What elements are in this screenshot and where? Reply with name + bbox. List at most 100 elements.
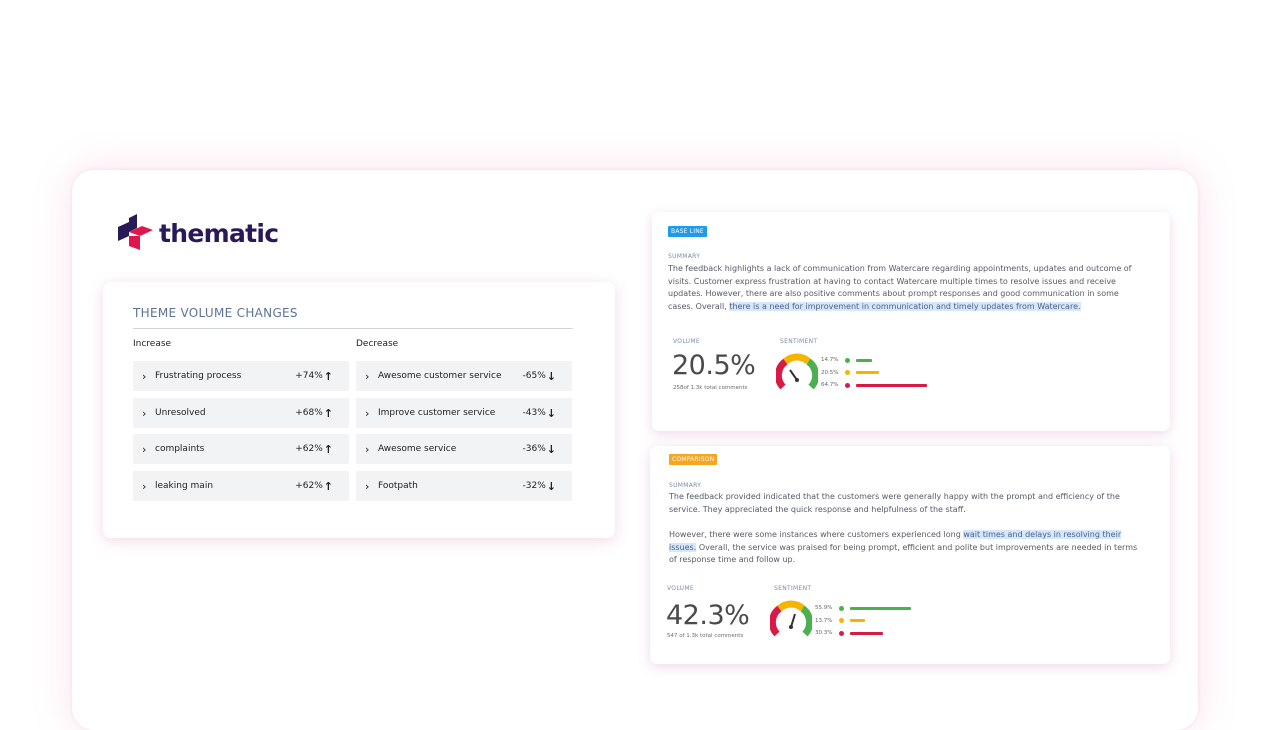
sentiment-breakdown: 14.7% 20.5% 64.7% [821, 354, 927, 392]
arrow-down-icon: ↓ [546, 442, 556, 456]
arrow-up-icon: ↑ [323, 406, 333, 420]
negative-dot [845, 382, 850, 388]
summary-text: The feedback highlights a lack of commun… [668, 264, 1132, 311]
chevron-right-icon: › [142, 442, 147, 456]
thematic-logo: thematic [118, 214, 279, 252]
change-value: -65% [522, 371, 546, 381]
sentiment-neutral: 20.5% [821, 367, 927, 380]
comparison-summary-p1: The feedback provided indicated that the… [669, 492, 1120, 514]
summary-text: Overall, the service was praised for bei… [669, 542, 1138, 565]
theme-label: Improve customer service [378, 408, 496, 418]
chevron-right-icon: › [365, 479, 370, 493]
sentiment-positive: 14.7% [821, 354, 927, 367]
increase-theme-row[interactable]: › Unresolved +68% ↑ [133, 398, 349, 428]
neutral-dot [839, 618, 844, 624]
neutral-dot [845, 370, 850, 376]
change-value: +74% [295, 371, 323, 381]
arrow-down-icon: ↓ [546, 406, 556, 420]
arrow-down-icon: ↓ [546, 369, 556, 383]
chevron-right-icon: › [142, 406, 147, 420]
positive-bar [856, 358, 872, 362]
theme-change: -43% ↓ [523, 407, 556, 420]
theme-label: Awesome customer service [378, 371, 502, 381]
negative-bar [856, 383, 927, 387]
positive-dot [845, 357, 850, 363]
theme-label: Footpath [378, 481, 418, 491]
decrease-theme-row[interactable]: › Awesome customer service -65% ↓ [356, 361, 572, 391]
sentiment-label: SENTIMENT [774, 585, 812, 592]
increase-theme-row[interactable]: › Frustrating process +74% ↑ [133, 361, 349, 391]
neutral-bar [850, 619, 865, 623]
sentiment-value: 30.3% [815, 630, 833, 637]
brand-name: thematic [159, 218, 279, 248]
baseline-badge: BASE LINE [668, 226, 707, 237]
volume-label: VOLUME [667, 585, 694, 592]
sentiment-gauge-icon [770, 600, 812, 637]
sentiment-positive: 55.9% [815, 602, 911, 615]
chevron-right-icon: › [142, 479, 147, 493]
total-comments: 547 of 1.3k total comments [667, 633, 744, 639]
sentiment-value: 13.7% [815, 617, 833, 624]
change-value: +62% [295, 444, 323, 454]
theme-volume-changes-card: THEME VOLUME CHANGES Increase Decrease ›… [103, 282, 615, 538]
volume-percent: 20.5% [672, 350, 756, 381]
chevron-right-icon: › [365, 406, 370, 420]
increase-theme-row[interactable]: › leaking main +62% ↑ [133, 471, 349, 501]
summary-text: However, there were some instances where… [669, 530, 961, 539]
theme-label: Unresolved [155, 408, 206, 418]
volume-percent: 42.3% [666, 600, 750, 631]
sentiment-gauge-icon [776, 353, 818, 390]
summary-highlight: there is a need for improvement in commu… [729, 301, 1081, 311]
negative-dot [839, 630, 844, 636]
chevron-right-icon: › [142, 369, 147, 383]
theme-label: Awesome service [378, 444, 457, 454]
theme-label: Frustrating process [155, 371, 242, 381]
chevron-right-icon: › [365, 369, 370, 383]
sentiment-negative: 64.7% [821, 379, 927, 392]
decrease-theme-row[interactable]: › Footpath -32% ↓ [356, 471, 572, 501]
theme-label: complaints [155, 444, 205, 454]
positive-dot [839, 605, 844, 611]
theme-change: -65% ↓ [523, 370, 556, 383]
sentiment-neutral: 13.7% [815, 615, 911, 628]
comparison-summary-p2: However, there were some instances where… [669, 529, 1141, 567]
theme-change: -32% ↓ [523, 480, 556, 493]
increase-heading: Increase [133, 339, 172, 349]
sentiment-negative: 30.3% [815, 627, 911, 640]
neutral-bar [856, 371, 879, 375]
arrow-up-icon: ↑ [323, 442, 333, 456]
sentiment-value: 55.9% [815, 605, 833, 612]
chevron-right-icon: › [365, 442, 370, 456]
change-value: -36% [522, 444, 546, 454]
decrease-heading: Decrease [356, 339, 399, 349]
comparison-card: COMPARISON SUMMARY The feedback provided… [650, 446, 1170, 664]
theme-change: +68% ↑ [295, 407, 333, 420]
thematic-logo-icon [118, 214, 153, 250]
theme-label: leaking main [155, 481, 214, 491]
sentiment-value: 20.5% [821, 369, 839, 376]
total-comments: 258of 1.3k total comments [673, 385, 748, 391]
title-divider [133, 328, 573, 329]
theme-change: -36% ↓ [523, 443, 556, 456]
sentiment-value: 14.7% [821, 357, 839, 364]
change-value: +68% [295, 408, 323, 418]
decrease-theme-row[interactable]: › Awesome service -36% ↓ [356, 434, 572, 464]
arrow-up-icon: ↑ [323, 369, 333, 383]
summary-label: SUMMARY [669, 482, 702, 489]
comparison-badge: COMPARISON [669, 454, 718, 465]
arrow-up-icon: ↑ [323, 479, 333, 493]
arrow-down-icon: ↓ [546, 479, 556, 493]
theme-change: +74% ↑ [295, 370, 333, 383]
volume-label: VOLUME [673, 338, 700, 345]
baseline-summary: The feedback highlights a lack of commun… [668, 263, 1140, 313]
change-value: -43% [522, 408, 546, 418]
decrease-theme-row[interactable]: › Improve customer service -43% ↓ [356, 398, 572, 428]
change-value: +62% [295, 481, 323, 491]
positive-bar [850, 606, 911, 610]
increase-theme-row[interactable]: › complaints +62% ↑ [133, 434, 349, 464]
baseline-card: BASE LINE SUMMARY The feedback highlight… [652, 212, 1170, 431]
theme-change: +62% ↑ [295, 480, 333, 493]
theme-change: +62% ↑ [295, 443, 333, 456]
negative-bar [850, 631, 883, 635]
sentiment-value: 64.7% [821, 382, 839, 389]
